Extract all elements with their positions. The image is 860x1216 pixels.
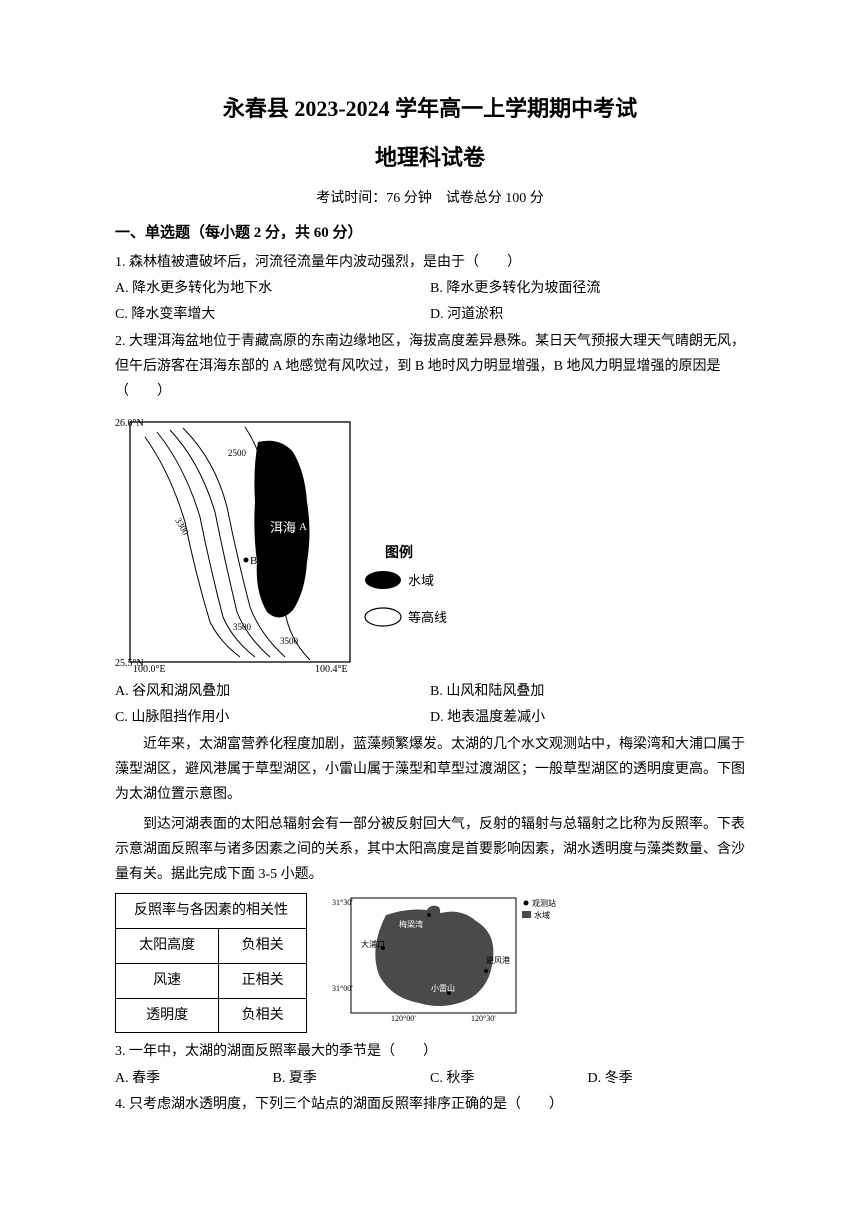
lat-bottom2: 31°00': [332, 984, 353, 993]
legend-station: 观测站: [532, 898, 556, 908]
contour-3500b: 3500: [280, 636, 299, 646]
lat-top2: 31°30': [332, 898, 353, 907]
label-xiaolei: 小雷山: [431, 983, 455, 993]
lon-right: 100.4°E: [315, 664, 348, 672]
lat-top: 26.0°N: [115, 418, 144, 429]
q3-stem: 3. 一年中，太湖的湖面反照率最大的季节是（ ）: [115, 1039, 745, 1064]
q2-stem: 2. 大理洱海盆地位于青藏高原的东南边缘地区，海拔高度差异悬殊。某日天气预报大理…: [115, 329, 745, 405]
lon-right2: 120°30': [471, 1014, 496, 1023]
q3-optA: A. 春季: [115, 1067, 273, 1091]
exam-info: 考试时间：76 分钟 试卷总分 100 分: [115, 187, 745, 211]
passage-p2: 到达河湖表面的太阳总辐射会有一部分被反射回大气，反射的辐射与总辐射之比称为反照率…: [115, 812, 745, 888]
q2-optA: A. 谷风和湖风叠加: [115, 680, 430, 704]
legend-water2: 水域: [534, 910, 550, 920]
table-r1c0: 风速: [116, 963, 219, 998]
passage-p1: 近年来，太湖富营养化程度加剧，蓝藻频繁爆发。太湖的几个水文观测站中，梅梁湾和大浦…: [115, 732, 745, 808]
q2-options-row2: C. 山脉阻挡作用小 D. 地表温度差减小: [115, 706, 745, 730]
label-bifeng: 避风港: [486, 955, 510, 965]
lon-left2: 120°00': [391, 1014, 416, 1023]
label-meiliang: 梅梁湾: [399, 919, 423, 929]
q3-optD: D. 冬季: [588, 1067, 746, 1091]
q2-options-row1: A. 谷风和湖风叠加 B. 山风和陆风叠加: [115, 680, 745, 704]
label-dapu: 大浦口: [361, 939, 385, 949]
q1-options-row2: C. 降水变率增大 D. 河道淤积: [115, 303, 745, 327]
q4-stem: 4. 只考虑湖水透明度，下列三个站点的湖面反照率排序正确的是（ ）: [115, 1092, 745, 1117]
point-b: B: [250, 555, 257, 567]
section-heading: 一、单选题（每小题 2 分，共 60 分）: [115, 221, 745, 247]
correlation-table: 反照率与各因素的相关性 太阳高度 负相关 风速 正相关 透明度 负相关: [115, 893, 307, 1033]
legend-title: 图例: [385, 544, 413, 561]
point-a: A: [299, 521, 307, 533]
q3-optC: C. 秋季: [430, 1067, 588, 1091]
q2-optD: D. 地表温度差减小: [430, 706, 745, 730]
table-r1c1: 正相关: [219, 963, 307, 998]
q1-optB: B. 降水更多转化为坡面径流: [430, 277, 745, 301]
q1-stem: 1. 森林植被遭破坏后，河流径流量年内波动强烈，是由于（ ）: [115, 250, 745, 275]
contour-3500a: 3500: [233, 622, 252, 632]
q3-options: A. 春季 B. 夏季 C. 秋季 D. 冬季: [115, 1067, 745, 1091]
erhai-map: 26.0°N 25.5°N 100.0°E 100.4°E 2500 2500 …: [115, 412, 745, 672]
q1-optA: A. 降水更多转化为地下水: [115, 277, 430, 301]
page-subtitle: 地理科试卷: [115, 139, 745, 176]
table-r0c1: 负相关: [219, 928, 307, 963]
legend-water: 水域: [408, 573, 434, 588]
table-r0c0: 太阳高度: [116, 928, 219, 963]
q2-optC: C. 山脉阻挡作用小: [115, 706, 430, 730]
lon-left: 100.0°E: [133, 664, 166, 672]
table-r2c0: 透明度: [116, 998, 219, 1033]
table-and-map-row: 反照率与各因素的相关性 太阳高度 负相关 风速 正相关 透明度 负相关 梅梁湾: [115, 893, 745, 1033]
table-header: 反照率与各因素的相关性: [116, 894, 307, 929]
q2-optB: B. 山风和陆风叠加: [430, 680, 745, 704]
page-title: 永春县 2023-2024 学年高一上学期期中考试: [115, 90, 745, 127]
legend-contour: 等高线: [408, 610, 447, 625]
q1-optC: C. 降水变率增大: [115, 303, 430, 327]
lake-label: 洱海: [270, 520, 296, 535]
contour-2500a: 2500: [228, 448, 247, 458]
table-r2c1: 负相关: [219, 998, 307, 1033]
q3-optB: B. 夏季: [273, 1067, 431, 1091]
q1-options-row1: A. 降水更多转化为地下水 B. 降水更多转化为坡面径流: [115, 277, 745, 301]
q1-optD: D. 河道淤积: [430, 303, 745, 327]
taihu-map: 梅梁湾 大浦口 避风港 小雷山 31°30' 31°00' 120°00' 12…: [331, 893, 561, 1023]
